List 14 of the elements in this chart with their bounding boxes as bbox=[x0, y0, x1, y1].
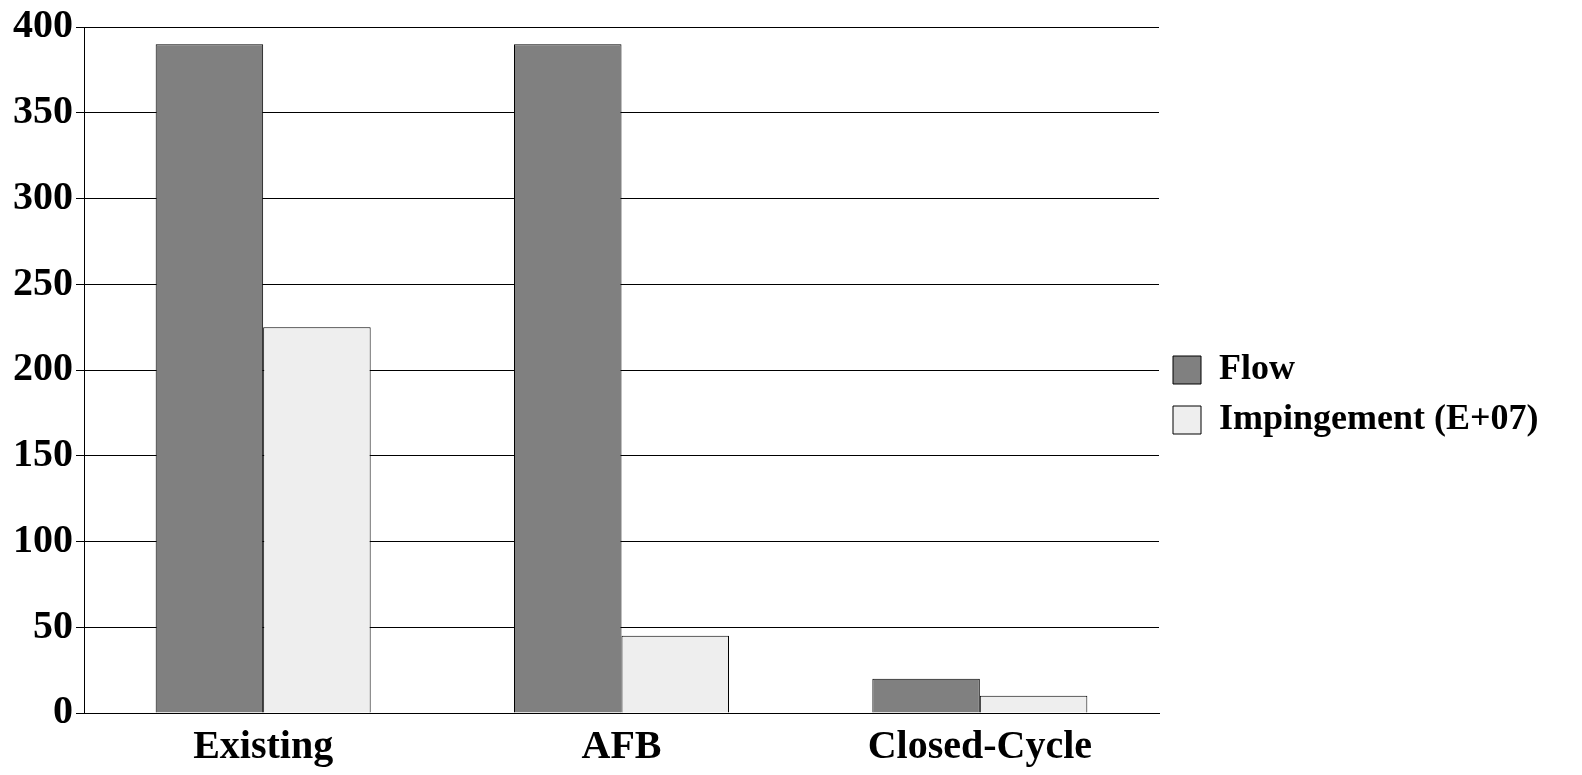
y-tick-label: 50 bbox=[33, 601, 73, 647]
x-tick-label: AFB bbox=[581, 722, 662, 768]
y-tick-label: 250 bbox=[13, 258, 73, 304]
legend-label: Flow bbox=[1219, 347, 1295, 388]
y-tick-label: 400 bbox=[13, 1, 73, 47]
x-tick-label: Closed-Cycle bbox=[867, 722, 1093, 768]
y-tick-label: 300 bbox=[13, 172, 73, 218]
y-tick-label: 200 bbox=[13, 344, 73, 390]
y-tick-label: 150 bbox=[13, 430, 73, 476]
y-tick-label: 0 bbox=[53, 687, 73, 733]
y-tick-label: 350 bbox=[13, 87, 73, 133]
y-tick-label: 100 bbox=[13, 515, 73, 561]
x-tick-label: Existing bbox=[193, 722, 334, 768]
legend-label: Impingement (E+07) bbox=[1219, 397, 1539, 438]
